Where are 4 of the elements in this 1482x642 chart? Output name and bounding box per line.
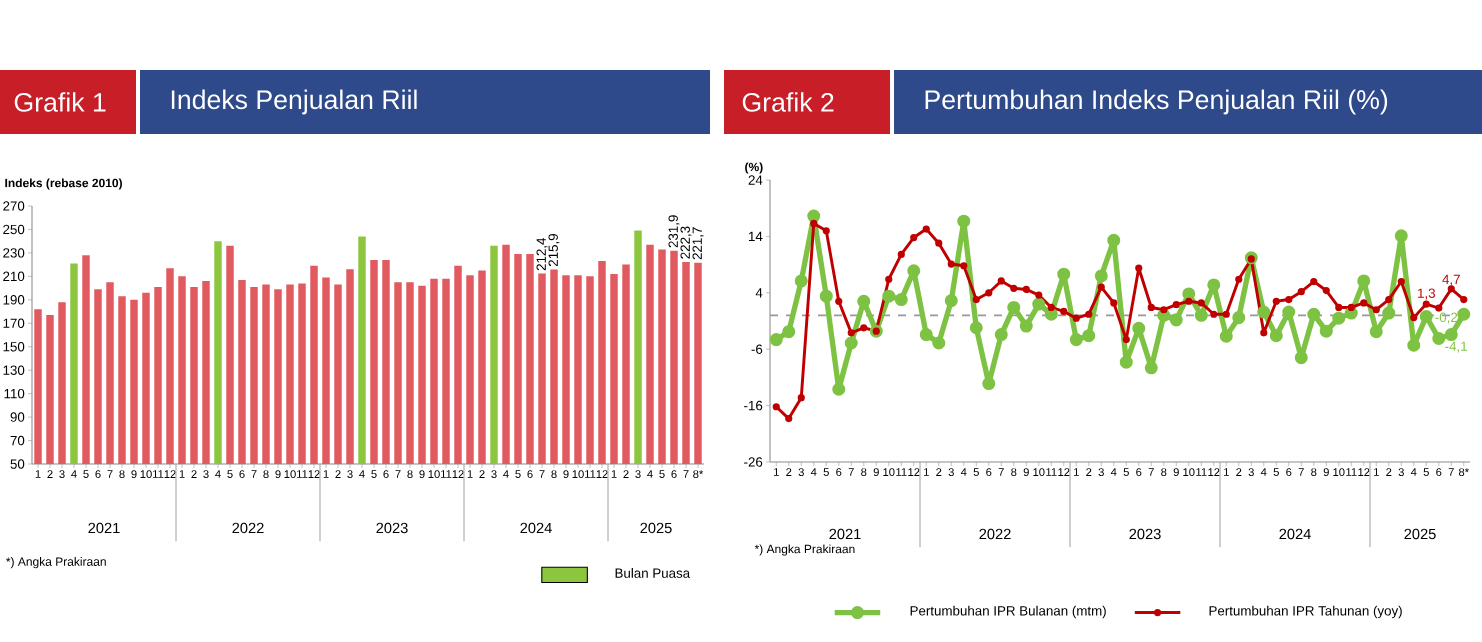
chart-title: Grafik 2 — [742, 92, 834, 112]
chart-subtitle: Pertumbuhan Indeks Penjualan Riil (%) — [925, 89, 1388, 115]
chart-title: Grafik 1 — [14, 92, 106, 112]
chart-subtitle: Indeks Penjualan Riil — [171, 89, 417, 115]
